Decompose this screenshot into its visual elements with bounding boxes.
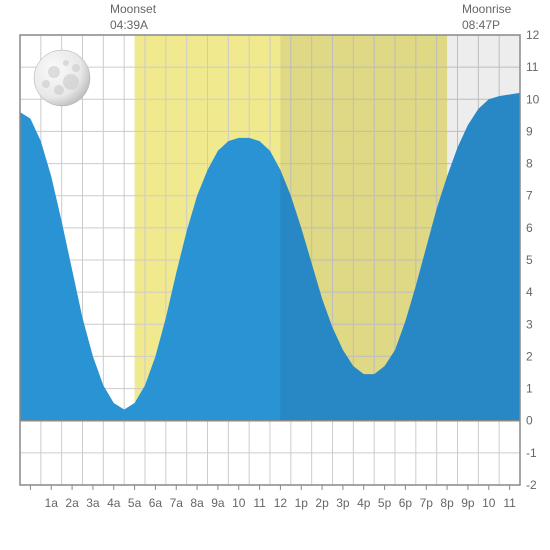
svg-text:3p: 3p <box>336 496 350 510</box>
svg-text:8p: 8p <box>440 496 454 510</box>
svg-text:5a: 5a <box>128 496 142 510</box>
moonset-time: 04:39A <box>110 18 148 32</box>
svg-text:9: 9 <box>526 124 533 138</box>
tide-chart: Moonset 04:39A Moonrise 08:47P -2-101234… <box>0 0 550 550</box>
moonset-title: Moonset <box>110 2 156 16</box>
svg-text:7p: 7p <box>420 496 434 510</box>
svg-text:3a: 3a <box>86 496 100 510</box>
svg-text:10: 10 <box>232 496 246 510</box>
svg-text:4: 4 <box>526 285 533 299</box>
svg-text:2p: 2p <box>315 496 329 510</box>
svg-text:7a: 7a <box>170 496 184 510</box>
svg-text:4p: 4p <box>357 496 371 510</box>
svg-text:1a: 1a <box>45 496 59 510</box>
svg-text:8a: 8a <box>190 496 204 510</box>
svg-text:6a: 6a <box>149 496 163 510</box>
svg-text:1: 1 <box>526 382 533 396</box>
svg-text:2: 2 <box>526 349 533 363</box>
svg-text:10: 10 <box>482 496 496 510</box>
svg-text:11: 11 <box>526 60 539 74</box>
svg-text:6p: 6p <box>399 496 413 510</box>
svg-text:11: 11 <box>503 496 516 510</box>
svg-text:-2: -2 <box>526 478 537 492</box>
moonrise-time: 08:47P <box>462 18 500 32</box>
svg-text:9p: 9p <box>461 496 475 510</box>
svg-text:10: 10 <box>526 92 540 106</box>
svg-text:1p: 1p <box>295 496 309 510</box>
moonrise-label: Moonrise 08:47P <box>462 2 511 33</box>
svg-text:11: 11 <box>253 496 266 510</box>
svg-text:9a: 9a <box>211 496 225 510</box>
svg-text:5: 5 <box>526 253 533 267</box>
svg-text:0: 0 <box>526 414 533 428</box>
chart-svg: -2-101234567891011121a2a3a4a5a6a7a8a9a10… <box>0 0 550 550</box>
moon-icon <box>34 50 90 106</box>
svg-text:-1: -1 <box>526 446 537 460</box>
svg-text:4a: 4a <box>107 496 121 510</box>
svg-text:3: 3 <box>526 317 533 331</box>
svg-text:2a: 2a <box>65 496 79 510</box>
svg-text:7: 7 <box>526 189 533 203</box>
moonset-label: Moonset 04:39A <box>110 2 156 33</box>
svg-text:6: 6 <box>526 221 533 235</box>
moonrise-title: Moonrise <box>462 2 511 16</box>
svg-text:5p: 5p <box>378 496 392 510</box>
svg-text:12: 12 <box>526 28 540 42</box>
svg-text:12: 12 <box>274 496 288 510</box>
svg-text:8: 8 <box>526 157 533 171</box>
